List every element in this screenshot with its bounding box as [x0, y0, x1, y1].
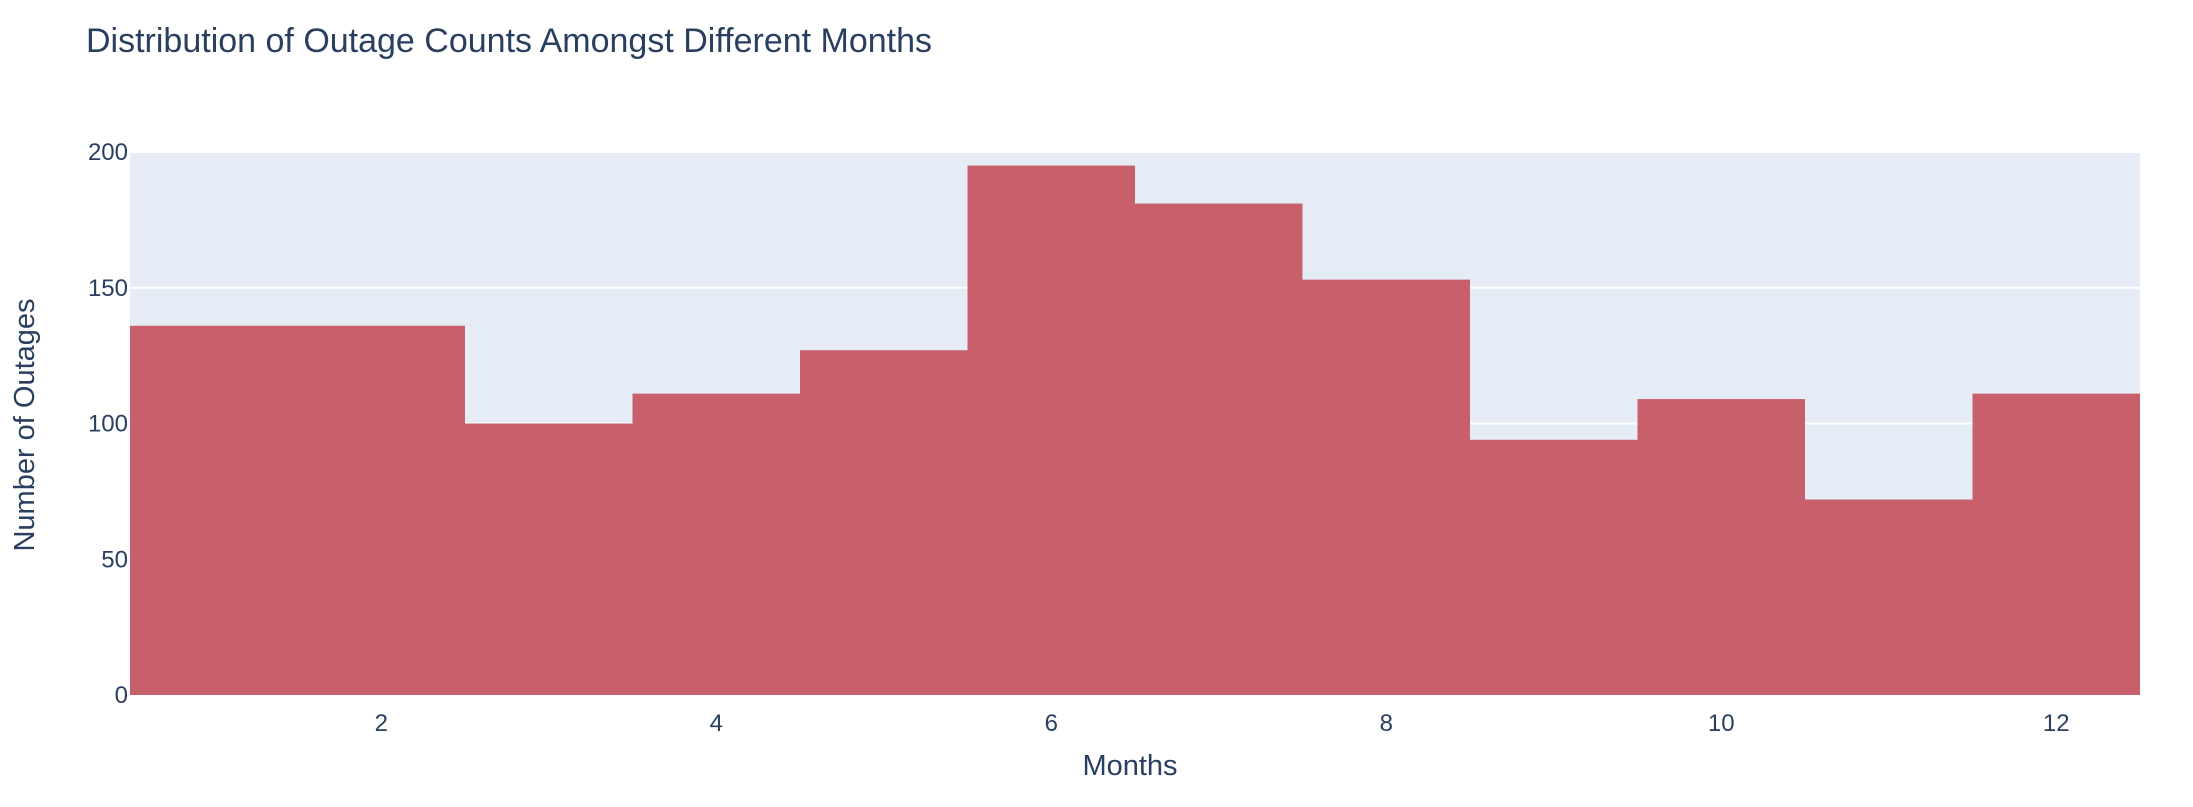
x-tick-label: 10	[1708, 710, 1735, 737]
bar-month-6	[967, 165, 1135, 695]
x-tick-label: 6	[1045, 710, 1058, 737]
x-axis-title: Months	[1082, 750, 1177, 782]
x-tick-label: 4	[710, 710, 723, 737]
bar-month-3	[465, 423, 633, 695]
bar-month-9	[1470, 439, 1638, 695]
bar-month-12	[1972, 393, 2140, 695]
x-axis-ticks: 2 4 6 8 10 12	[375, 710, 2070, 737]
bar-month-2	[297, 325, 465, 695]
bar-month-5	[800, 350, 968, 695]
bar-month-1	[130, 325, 298, 695]
bar-month-11	[1805, 499, 1973, 695]
y-tick-label: 200	[88, 139, 128, 166]
bar-month-7	[1135, 203, 1303, 695]
y-tick-label: 50	[101, 546, 128, 573]
bar-month-4	[632, 393, 800, 695]
x-tick-label: 8	[1380, 710, 1393, 737]
y-tick-label: 100	[88, 411, 128, 438]
bars	[130, 165, 2140, 695]
y-axis-title: Number of Outages	[9, 298, 41, 551]
bar-month-10	[1637, 399, 1805, 695]
chart-title: Distribution of Outage Counts Amongst Di…	[86, 22, 932, 60]
y-axis-ticks: 0 50 100 150 200	[88, 139, 128, 709]
x-tick-label: 2	[375, 710, 388, 737]
bar-month-8	[1302, 279, 1470, 695]
y-tick-label: 0	[115, 682, 128, 709]
y-tick-label: 150	[88, 275, 128, 302]
x-tick-label: 12	[2043, 710, 2070, 737]
